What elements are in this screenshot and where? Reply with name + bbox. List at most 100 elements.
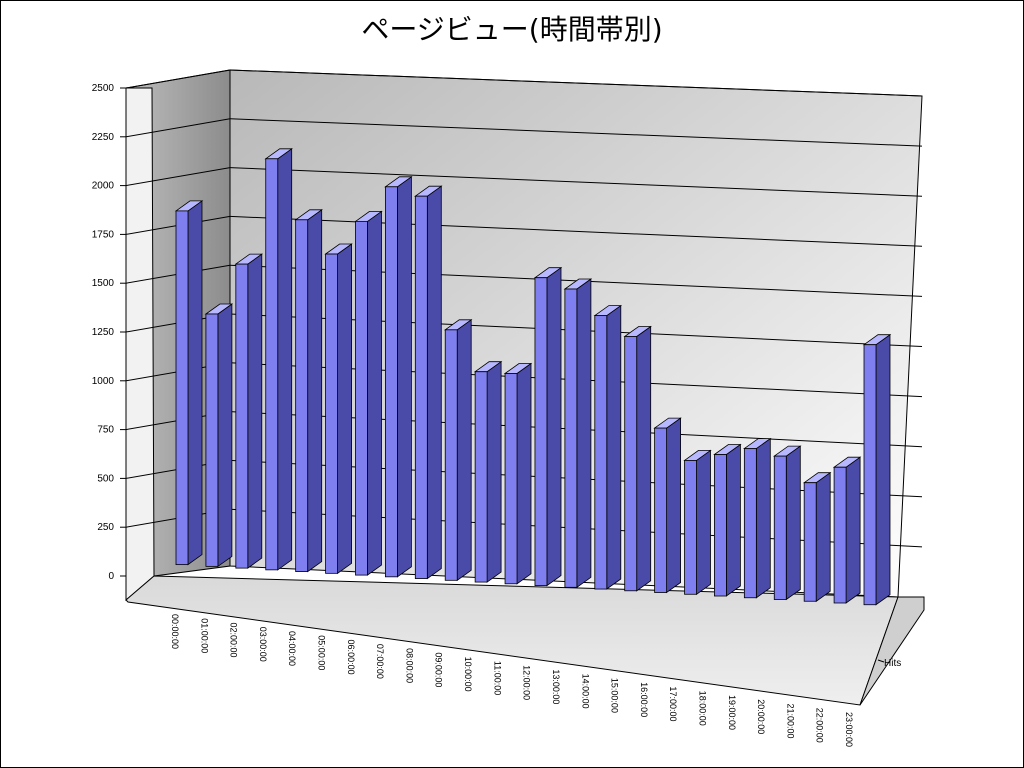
bar	[593, 304, 623, 590]
x-tick-label: 17:00:00	[668, 686, 678, 721]
gridline-side	[125, 167, 231, 187]
bar-front	[684, 460, 697, 595]
bar-side	[606, 304, 622, 590]
x-tick-label: 07:00:00	[375, 644, 385, 679]
gridline-side	[125, 118, 231, 138]
bar	[264, 148, 293, 571]
bar-front	[803, 482, 817, 602]
series-tick	[877, 659, 885, 663]
bar	[832, 456, 862, 604]
bar-front	[474, 371, 488, 583]
bar	[533, 266, 563, 587]
bar-front	[863, 344, 877, 606]
bar-side	[456, 319, 472, 582]
bar-front	[534, 277, 548, 586]
bar-front	[325, 253, 338, 574]
bar	[414, 185, 443, 580]
y-tick-label: 2250	[92, 132, 115, 143]
bar-front	[773, 455, 787, 600]
x-tick-label: 16:00:00	[639, 682, 649, 717]
gridline	[229, 69, 923, 97]
bar-side	[217, 303, 233, 568]
bar	[354, 210, 383, 576]
chart-title: ページビュー(時間帯別)	[361, 13, 663, 46]
bar-front	[833, 466, 847, 604]
x-tick-label: 19:00:00	[727, 695, 737, 730]
bar-side	[845, 456, 861, 604]
bar-front	[444, 329, 458, 581]
y-tick-label: 1750	[92, 229, 115, 240]
x-tick-label: 20:00:00	[756, 699, 766, 734]
bar-front	[504, 373, 518, 585]
x-tick-label: 14:00:00	[580, 674, 590, 709]
x-tick-label: 09:00:00	[434, 652, 444, 687]
bar	[713, 443, 742, 597]
bar-front	[414, 195, 428, 579]
bar-front	[714, 454, 727, 597]
gridline-side	[125, 69, 231, 89]
x-tick-label: 22:00:00	[815, 708, 825, 743]
bar	[743, 437, 772, 599]
bar	[384, 176, 413, 578]
gridline	[229, 167, 923, 197]
x-tick-label: 00:00:00	[170, 614, 180, 649]
bar-side	[396, 176, 412, 578]
bar-front	[743, 448, 757, 599]
bar	[503, 362, 533, 585]
bar	[773, 445, 802, 601]
bar-front	[205, 313, 219, 567]
y-tick-label: 750	[97, 425, 114, 436]
bar	[683, 449, 712, 596]
bar	[653, 417, 682, 594]
x-tick-label: 01:00:00	[199, 618, 209, 653]
bar-front	[654, 427, 668, 593]
y-tick-label: 1000	[92, 376, 115, 387]
bar	[294, 209, 323, 573]
x-tick-label: 13:00:00	[551, 669, 561, 704]
bar-side	[247, 253, 263, 569]
bar-front	[624, 336, 638, 592]
bar	[174, 200, 204, 566]
bar-side	[277, 148, 293, 571]
bar-side	[337, 243, 353, 575]
gridline	[229, 215, 923, 247]
bar-side	[367, 210, 382, 576]
bar-side	[666, 417, 681, 594]
x-tick-label: 18:00:00	[697, 691, 707, 726]
x-tick-label: 08:00:00	[404, 648, 414, 683]
x-tick-label: 23:00:00	[844, 712, 854, 747]
bar-side	[636, 325, 652, 592]
bar-side	[486, 360, 502, 583]
bar-front	[384, 186, 398, 578]
y-tick-label: 2000	[92, 181, 115, 192]
bar-side	[516, 362, 532, 585]
x-tick-label: 10:00:00	[463, 657, 473, 692]
bar-front	[355, 220, 368, 576]
x-tick-label: 11:00:00	[492, 661, 502, 695]
bar-side	[696, 449, 711, 596]
bar-front	[295, 219, 309, 572]
bar	[623, 325, 652, 592]
bar	[324, 243, 353, 575]
bar-front	[235, 263, 249, 569]
bar-side	[755, 437, 771, 599]
bar-side	[726, 443, 741, 597]
x-tick-label: 06:00:00	[346, 640, 356, 675]
x-tick-label: 05:00:00	[317, 635, 327, 670]
y-tick-label: 250	[97, 522, 114, 533]
bar-side	[426, 185, 442, 580]
bar-front	[564, 288, 578, 588]
y-tick-label: 2500	[92, 83, 115, 94]
bar-side	[307, 209, 323, 573]
bar	[204, 303, 234, 568]
floor-edge	[859, 596, 925, 706]
x-tick-label: 03:00:00	[258, 627, 268, 662]
x-tick-label: 02:00:00	[229, 623, 239, 658]
y-tick-label: 500	[97, 473, 114, 484]
gridline	[229, 118, 923, 147]
bar	[862, 333, 892, 606]
bar-front	[594, 315, 608, 590]
x-tick-label: 21:00:00	[785, 703, 795, 738]
bar-side	[187, 200, 203, 566]
